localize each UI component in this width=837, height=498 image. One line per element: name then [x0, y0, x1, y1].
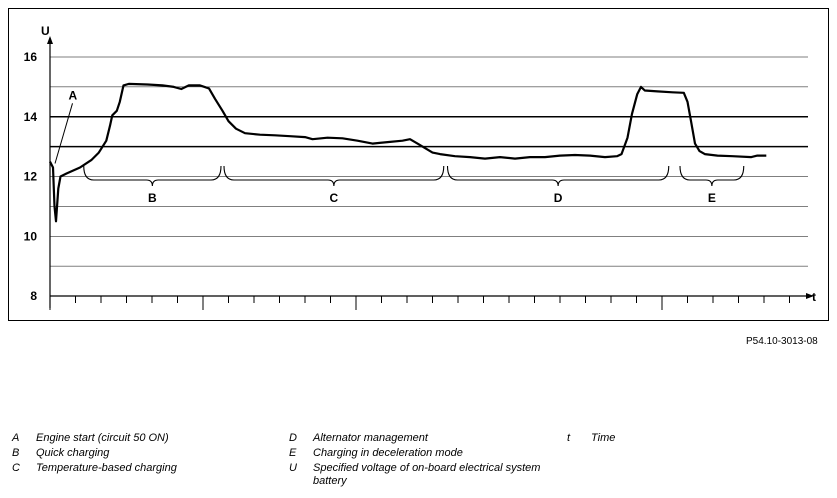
bracket-d [446, 165, 670, 187]
legend-text: Charging in deceleration mode [313, 447, 463, 459]
figure-id: P54.10-3013-08 [746, 336, 818, 347]
legend-text: Time [591, 432, 616, 444]
bracket-c [223, 165, 445, 187]
bracket-label-b: B [148, 191, 157, 205]
y-tick-label: 12 [24, 170, 38, 184]
chart-frame [8, 8, 829, 321]
bracket-b [83, 165, 222, 187]
x-axis-arrow [806, 293, 814, 299]
legend-key: D [289, 432, 297, 444]
legend-text: Temperature-based charging [36, 462, 177, 474]
annotation-label-a: A [69, 88, 78, 102]
bracket-label-c: C [330, 191, 339, 205]
legend-key: U [289, 462, 297, 474]
bracket-e [679, 165, 745, 187]
x-axis-label: t [812, 290, 816, 304]
legend-text: Specified voltage of on-board electrical… [313, 462, 541, 487]
legend-key: t [567, 432, 571, 444]
bracket-label-e: E [708, 191, 716, 205]
legend-key: E [289, 447, 297, 459]
legend-text: Quick charging [36, 447, 110, 459]
legend-key: C [12, 462, 20, 474]
y-tick-label: 8 [30, 289, 37, 303]
y-axis-arrow [47, 36, 53, 44]
annotation-leader [54, 103, 73, 164]
y-tick-label: 16 [24, 50, 38, 64]
legend-key: B [12, 447, 20, 459]
legend-key: A [12, 432, 20, 444]
series-line [49, 82, 767, 223]
legend-text: Engine start (circuit 50 ON) [36, 432, 169, 444]
y-tick-label: 10 [24, 229, 38, 243]
legend-text: Alternator management [313, 432, 428, 444]
y-axis-label: U [41, 24, 50, 38]
y-tick-label: 14 [24, 110, 38, 124]
bracket-label-d: D [554, 191, 563, 205]
